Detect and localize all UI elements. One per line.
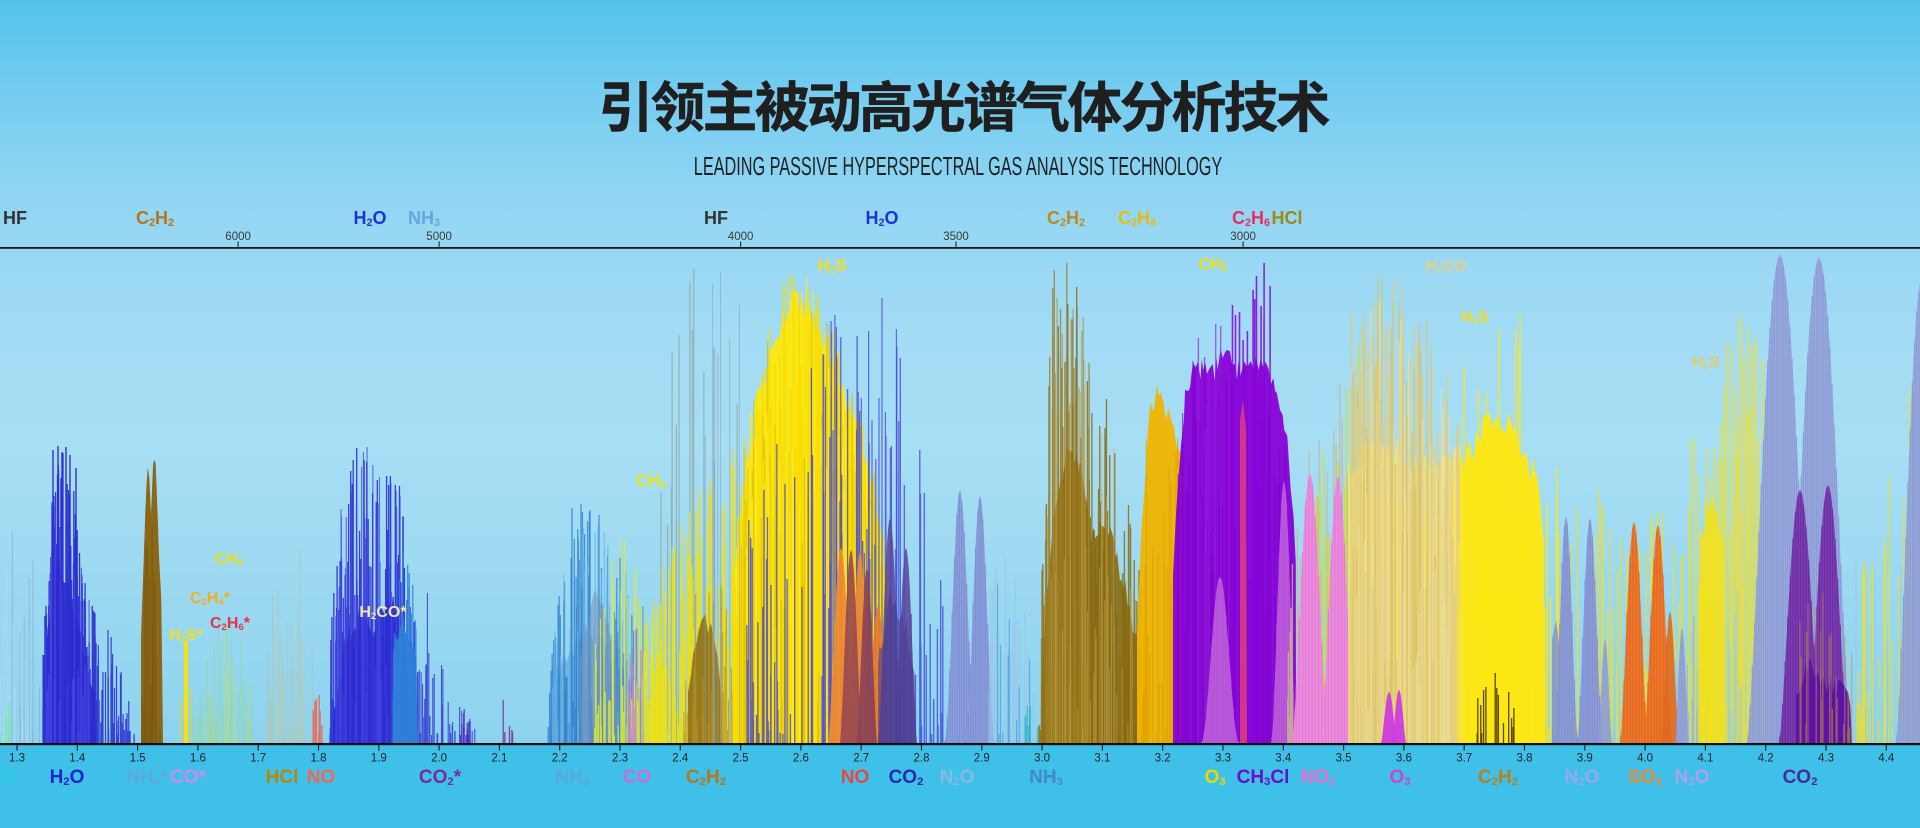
svg-text:4000: 4000 bbox=[728, 231, 754, 243]
svg-text:1.7: 1.7 bbox=[250, 753, 266, 765]
svg-text:NH3: NH3 bbox=[408, 208, 440, 229]
svg-text:3500: 3500 bbox=[943, 231, 969, 243]
svg-text:3.4: 3.4 bbox=[1275, 753, 1292, 765]
svg-text:4.3: 4.3 bbox=[1818, 753, 1834, 765]
svg-text:H2O: H2O bbox=[50, 767, 85, 788]
svg-text:3.3: 3.3 bbox=[1215, 753, 1231, 765]
svg-text:2.6: 2.6 bbox=[793, 753, 809, 765]
svg-text:NH3*: NH3* bbox=[126, 767, 168, 788]
svg-text:CO2: CO2 bbox=[1783, 767, 1818, 788]
svg-text:3.9: 3.9 bbox=[1577, 753, 1593, 765]
svg-text:2.7: 2.7 bbox=[853, 753, 869, 765]
svg-text:C2H4*: C2H4* bbox=[190, 590, 231, 608]
svg-text:C2H2: C2H2 bbox=[1478, 767, 1518, 788]
svg-text:3000: 3000 bbox=[1230, 231, 1256, 243]
svg-text:H2O: H2O bbox=[865, 208, 898, 229]
svg-text:H2CO*: H2CO* bbox=[359, 604, 407, 622]
svg-text:LEADING PASSIVE HYPERSPECTRAL: LEADING PASSIVE HYPERSPECTRAL GAS ANALYS… bbox=[694, 151, 1222, 181]
svg-text:NO2: NO2 bbox=[1301, 767, 1336, 788]
svg-text:1.4: 1.4 bbox=[69, 753, 86, 765]
svg-text:H2O: H2O bbox=[353, 208, 386, 229]
svg-text:2.0: 2.0 bbox=[431, 753, 447, 765]
svg-text:HF: HF bbox=[704, 208, 728, 228]
svg-text:H2S: H2S bbox=[1692, 354, 1720, 372]
svg-text:2.8: 2.8 bbox=[914, 753, 930, 765]
svg-text:C2H2: C2H2 bbox=[1047, 208, 1085, 229]
svg-text:3.7: 3.7 bbox=[1456, 753, 1472, 765]
svg-text:CH4: CH4 bbox=[1199, 256, 1228, 274]
svg-text:4.4: 4.4 bbox=[1878, 753, 1895, 765]
svg-text:N2O: N2O bbox=[940, 767, 975, 788]
svg-text:CO*: CO* bbox=[170, 767, 207, 788]
svg-text:1.3: 1.3 bbox=[9, 753, 25, 765]
svg-text:4.2: 4.2 bbox=[1758, 753, 1774, 765]
svg-text:3.0: 3.0 bbox=[1034, 753, 1050, 765]
svg-text:C2H6: C2H6 bbox=[1232, 208, 1270, 229]
svg-text:HCl: HCl bbox=[266, 767, 299, 788]
svg-text:3.6: 3.6 bbox=[1396, 753, 1412, 765]
svg-text:2.1: 2.1 bbox=[491, 753, 507, 765]
svg-text:NH3: NH3 bbox=[555, 767, 589, 788]
svg-text:2.2: 2.2 bbox=[552, 753, 568, 765]
svg-text:CO: CO bbox=[623, 767, 652, 788]
svg-text:SO2: SO2 bbox=[1628, 767, 1662, 788]
svg-text:3.1: 3.1 bbox=[1094, 753, 1110, 765]
svg-text:2.4: 2.4 bbox=[672, 753, 689, 765]
svg-text:C2H2: C2H2 bbox=[136, 208, 174, 229]
svg-text:CH4: CH4 bbox=[215, 551, 244, 569]
svg-text:2.5: 2.5 bbox=[733, 753, 749, 765]
svg-text:3.5: 3.5 bbox=[1336, 753, 1352, 765]
svg-text:NH3: NH3 bbox=[1029, 767, 1063, 788]
svg-text:3.8: 3.8 bbox=[1517, 753, 1533, 765]
svg-text:5000: 5000 bbox=[426, 231, 452, 243]
svg-text:2.3: 2.3 bbox=[612, 753, 628, 765]
svg-text:1.6: 1.6 bbox=[190, 753, 206, 765]
svg-text:H2S: H2S bbox=[1461, 309, 1489, 327]
svg-text:4.1: 4.1 bbox=[1697, 753, 1713, 765]
svg-text:CH4: CH4 bbox=[636, 471, 667, 491]
svg-text:HF: HF bbox=[3, 208, 27, 228]
svg-text:CO2: CO2 bbox=[889, 767, 924, 788]
svg-text:CO2*: CO2* bbox=[419, 767, 462, 788]
svg-text:C2H4: C2H4 bbox=[1118, 208, 1156, 229]
svg-text:HCl: HCl bbox=[1272, 208, 1303, 228]
svg-text:4.0: 4.0 bbox=[1637, 753, 1653, 765]
svg-text:N2O: N2O bbox=[1565, 767, 1600, 788]
svg-text:1.8: 1.8 bbox=[311, 753, 327, 765]
svg-text:NO: NO bbox=[307, 767, 336, 788]
svg-text:H2S*: H2S* bbox=[169, 627, 204, 645]
svg-text:N2O: N2O bbox=[1675, 767, 1710, 788]
svg-text:C2H2: C2H2 bbox=[686, 767, 726, 788]
svg-text:6000: 6000 bbox=[225, 231, 251, 243]
svg-text:H2CO: H2CO bbox=[1426, 258, 1467, 276]
svg-text:H2S: H2S bbox=[817, 256, 846, 276]
svg-text:C2H6*: C2H6* bbox=[210, 615, 251, 633]
svg-text:3.2: 3.2 bbox=[1155, 753, 1171, 765]
svg-text:1.9: 1.9 bbox=[371, 753, 387, 765]
svg-text:CH3Cl: CH3Cl bbox=[1237, 767, 1290, 788]
svg-text:NO: NO bbox=[841, 767, 870, 788]
svg-text:2.9: 2.9 bbox=[974, 753, 990, 765]
svg-text:1.5: 1.5 bbox=[130, 753, 146, 765]
